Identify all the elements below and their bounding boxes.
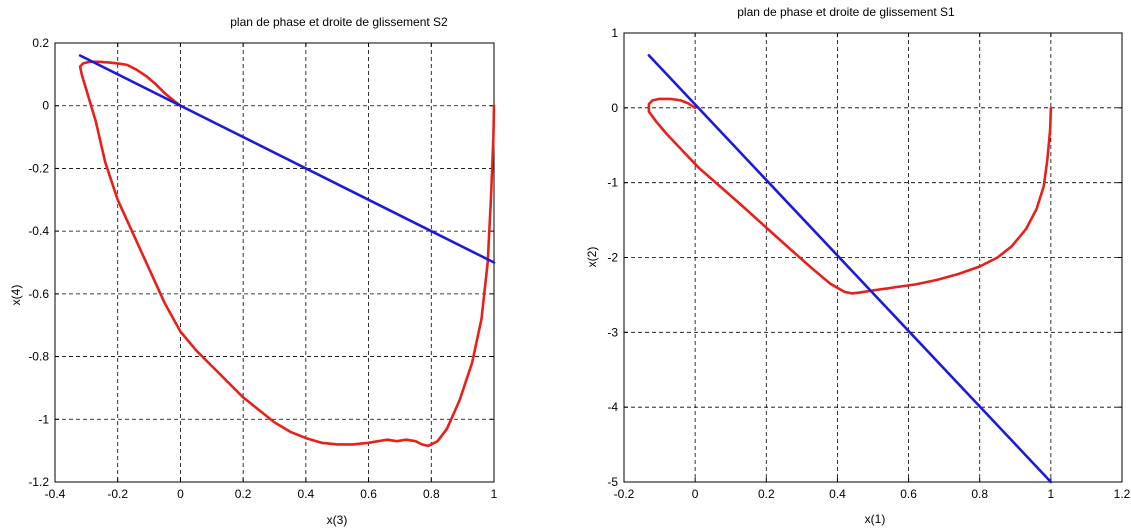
plot-area-s2 — [55, 43, 494, 482]
y-tick-label: -0.6 — [28, 287, 49, 301]
x-tick-label: 0.4 — [298, 487, 315, 501]
y-tick-label: -3 — [607, 325, 618, 339]
x-tick-label: 0.2 — [758, 487, 775, 501]
x-axis-label-s2: x(3) — [327, 513, 348, 527]
x-tick-label: -0.2 — [614, 487, 635, 501]
x-axis-label-s1: x(1) — [865, 512, 886, 526]
y-tick-label: 0 — [611, 101, 618, 115]
y-tick-label: -0.2 — [28, 161, 49, 175]
y-tick-label: -1 — [607, 176, 618, 190]
x-tick-label: 0 — [177, 487, 184, 501]
x-tick-label: -0.2 — [107, 487, 128, 501]
y-axis-label-s2: x(4) — [9, 285, 23, 306]
chart-title-s2: plan de phase et droite de glissement S2 — [230, 15, 448, 29]
x-tick-label: 0.2 — [235, 487, 252, 501]
x-tick-label: 0.6 — [900, 487, 917, 501]
x-tick-label: 0.8 — [423, 487, 440, 501]
chart-s2: plan de phase et droite de glissement S2… — [9, 15, 498, 527]
x-tick-label: -0.4 — [45, 487, 66, 501]
y-tick-label: 0.2 — [32, 36, 49, 50]
y-tick-label: -5 — [607, 475, 618, 489]
x-tick-label: 0.4 — [829, 487, 846, 501]
y-tick-label: -0.4 — [28, 224, 49, 238]
x-tick-label: 1.2 — [1114, 487, 1131, 501]
x-tick-label: 0 — [692, 487, 699, 501]
x-tick-label: 0.6 — [360, 487, 377, 501]
y-tick-label: -0.8 — [28, 350, 49, 364]
y-tick-label: -1.2 — [28, 475, 49, 489]
y-tick-label: -1 — [38, 412, 49, 426]
y-tick-label: -2 — [607, 251, 618, 265]
x-tick-label: 1 — [491, 487, 498, 501]
x-tick-label: 1 — [1048, 487, 1055, 501]
chart-s1: plan de phase et droite de glissement S1… — [585, 5, 1131, 526]
y-tick-label: 0 — [42, 99, 49, 113]
x-tick-label: 0.8 — [971, 487, 988, 501]
y-tick-label: -4 — [607, 400, 618, 414]
chart-title-s1: plan de phase et droite de glissement S1 — [737, 5, 955, 19]
y-axis-label-s1: x(2) — [585, 247, 599, 268]
y-tick-label: 1 — [611, 26, 618, 40]
